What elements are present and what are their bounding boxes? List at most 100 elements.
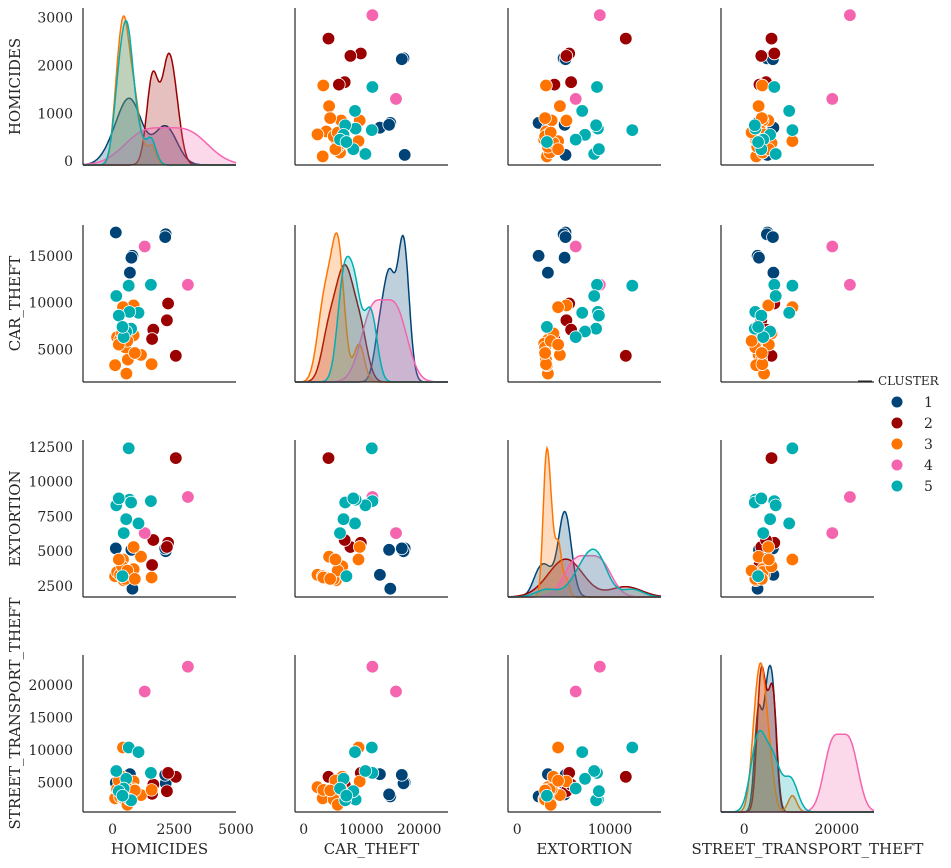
x-tick-label: 0 <box>513 822 522 838</box>
point-cluster-5 <box>112 491 126 506</box>
panel-street_transport_theft-vs-car_theft: 0 10000 20000 CAR_THEFT <box>294 655 448 858</box>
point-cluster-5 <box>333 526 347 540</box>
point-cluster-5 <box>590 80 604 94</box>
point-cluster-3 <box>755 78 770 93</box>
legend-label: 3 <box>924 437 933 453</box>
y-tick-label: 15000 <box>28 249 73 265</box>
point-cluster-5 <box>540 135 554 149</box>
point-cluster-1 <box>395 768 409 782</box>
kde-fill-cluster-1 <box>721 665 874 812</box>
point-cluster-4 <box>569 239 583 254</box>
point-cluster-5 <box>119 512 133 526</box>
point-cluster-3 <box>539 78 553 93</box>
point-cluster-3 <box>539 357 553 371</box>
point-cluster-3 <box>112 552 126 567</box>
point-cluster-5 <box>625 740 640 755</box>
point-cluster-4 <box>365 8 380 22</box>
point-cluster-4 <box>569 92 583 106</box>
point-cluster-1 <box>558 230 573 244</box>
point-cluster-5 <box>115 569 130 583</box>
point-cluster-3 <box>119 366 134 381</box>
point-cluster-5 <box>346 491 361 506</box>
legend-label: 5 <box>924 479 933 495</box>
point-cluster-5 <box>782 306 796 320</box>
kde-fill-cluster-2 <box>83 53 236 165</box>
point-cluster-3 <box>751 99 766 113</box>
panel-extortion-vs-car_theft <box>294 440 448 598</box>
y-axis-label: HOMICIDES <box>6 38 24 135</box>
point-cluster-5 <box>348 745 362 759</box>
point-cluster-3 <box>144 783 159 797</box>
point-cluster-5 <box>751 320 765 334</box>
point-cluster-3 <box>762 552 776 567</box>
point-cluster-2 <box>161 766 175 780</box>
panel-car_theft-vs-car_theft <box>294 225 448 383</box>
point-cluster-5 <box>121 279 136 293</box>
legend-marker <box>891 396 903 408</box>
point-cluster-5 <box>569 132 583 147</box>
point-cluster-4 <box>825 239 840 254</box>
y-tick-label: 0 <box>64 154 73 170</box>
kde-fill-cluster-5 <box>83 20 236 165</box>
point-cluster-1 <box>395 541 409 556</box>
point-cluster-5 <box>767 80 782 94</box>
point-cluster-3 <box>353 774 367 789</box>
point-cluster-2 <box>619 349 633 363</box>
point-cluster-5 <box>782 104 796 118</box>
kde-fill-cluster-3 <box>721 663 874 812</box>
legend-item-cluster-2: 2 <box>891 416 933 432</box>
point-cluster-5 <box>756 526 770 540</box>
panel-homicides-vs-extortion <box>507 8 661 166</box>
point-cluster-5 <box>769 147 783 161</box>
point-cluster-5 <box>339 789 354 803</box>
y-tick-label: 7500 <box>37 509 73 525</box>
point-cluster-3 <box>323 572 337 586</box>
y-tick-label: 20000 <box>28 678 73 694</box>
point-cluster-4 <box>825 526 840 540</box>
point-cluster-3 <box>538 346 552 360</box>
point-cluster-5 <box>578 772 592 786</box>
point-cluster-3 <box>761 298 776 313</box>
point-cluster-1 <box>557 251 572 265</box>
y-tick-label: 10000 <box>28 743 73 759</box>
point-cluster-5 <box>116 526 131 540</box>
point-cluster-5 <box>109 764 124 778</box>
point-cluster-5 <box>769 498 783 513</box>
point-cluster-4 <box>137 239 152 254</box>
point-cluster-2 <box>145 332 159 346</box>
kde-fill-cluster-4 <box>721 734 874 812</box>
point-cluster-1 <box>383 582 398 596</box>
point-cluster-1 <box>158 230 172 244</box>
point-cluster-5 <box>625 279 640 293</box>
x-axis-label: STREET_TRANSPORT_THEFT <box>692 840 924 858</box>
point-cluster-2 <box>619 770 633 784</box>
point-cluster-5 <box>131 516 146 531</box>
x-tick-label: 10000 <box>588 822 633 838</box>
y-tick-label: 10000 <box>28 475 73 491</box>
point-cluster-2 <box>767 46 782 61</box>
legend-item-cluster-3: 3 <box>891 437 933 453</box>
point-cluster-5 <box>754 308 769 323</box>
point-cluster-5 <box>785 441 800 456</box>
panel-street_transport_theft-vs-street_transport_theft: 0 20000 STREET_TRANSPORT_THEFT <box>692 655 924 858</box>
point-cluster-5 <box>109 289 124 303</box>
point-cluster-5 <box>782 516 796 531</box>
point-cluster-2 <box>169 451 183 465</box>
point-cluster-2 <box>160 313 174 328</box>
point-cluster-4 <box>389 526 403 540</box>
point-cluster-2 <box>764 451 779 465</box>
point-cluster-4 <box>181 660 195 674</box>
point-cluster-4 <box>593 8 607 22</box>
legend-item-cluster-5: 5 <box>891 479 933 495</box>
x-tick-label: 10000 <box>339 822 384 838</box>
point-cluster-5 <box>365 740 379 755</box>
legend-marker <box>891 438 903 450</box>
y-tick-label: 3000 <box>37 11 73 27</box>
point-cluster-5 <box>590 278 604 292</box>
legend-title: CLUSTER <box>878 374 940 388</box>
x-axis-label: HOMICIDES <box>111 840 208 858</box>
point-cluster-5 <box>365 80 380 94</box>
